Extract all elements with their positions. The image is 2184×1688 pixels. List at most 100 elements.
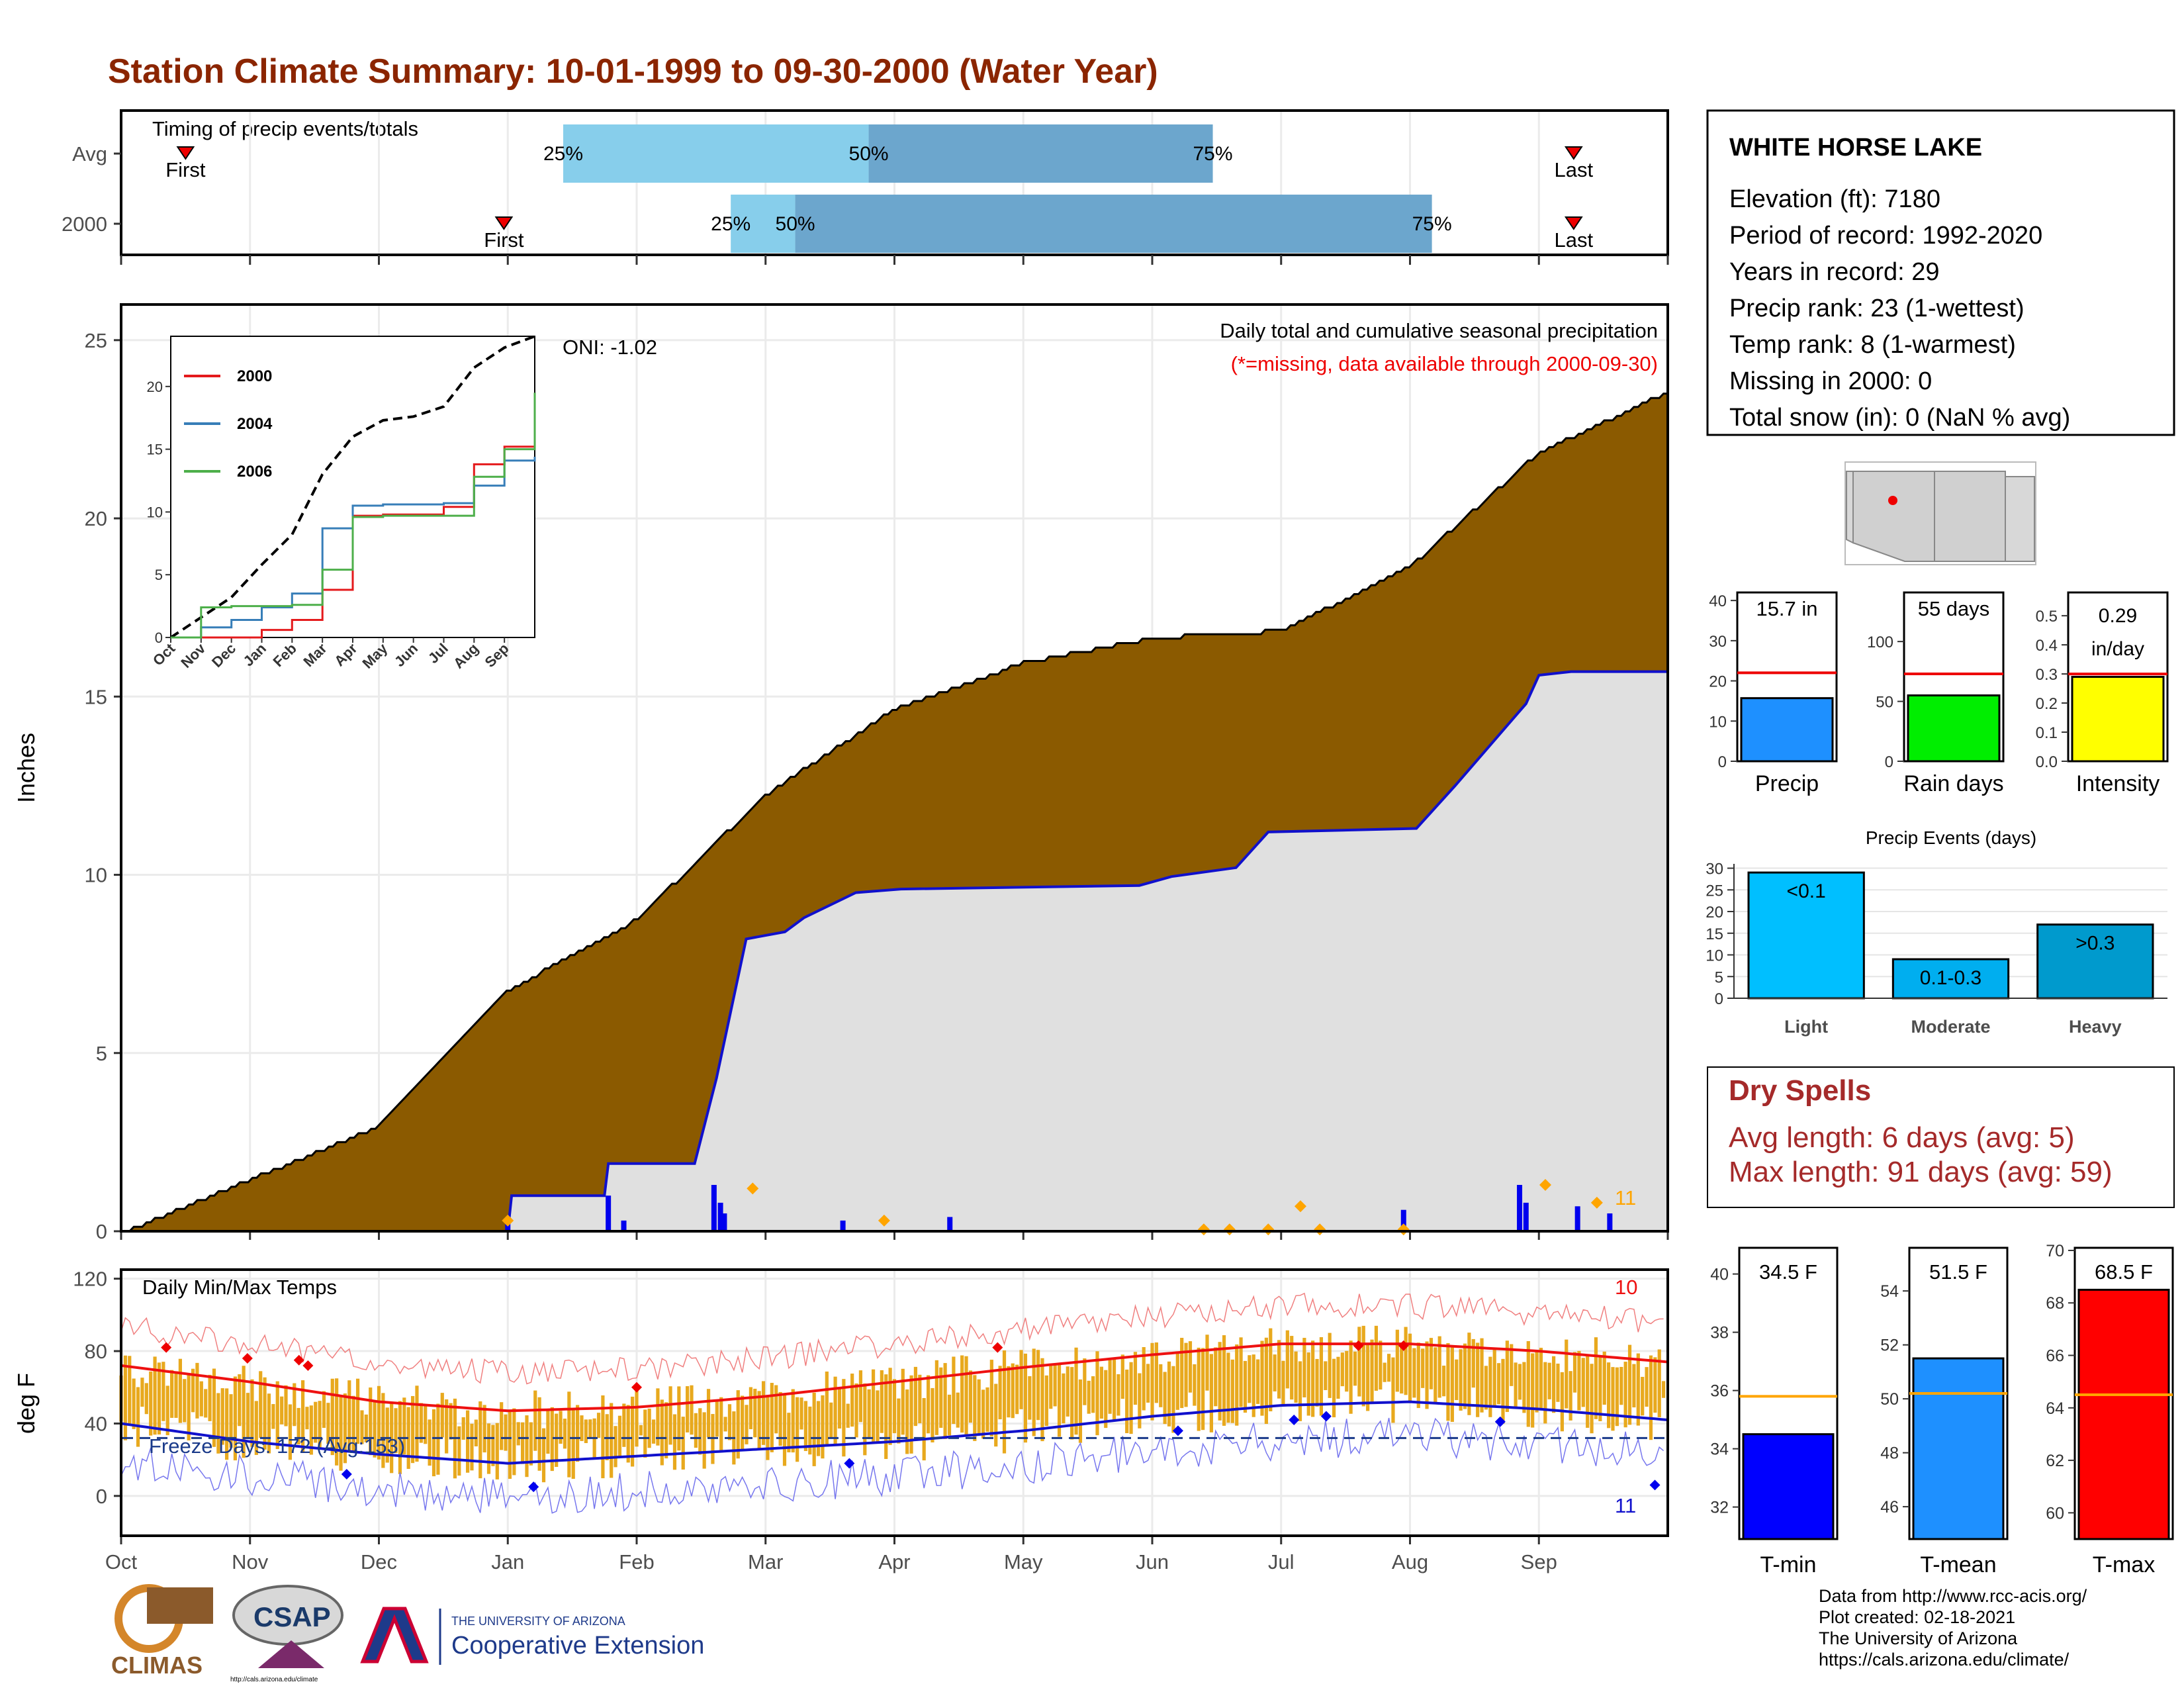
ua-small-text: THE UNIVERSITY OF ARIZONA (451, 1615, 625, 1628)
record-low-marker (1289, 1414, 1300, 1425)
record-high-marker (242, 1353, 253, 1364)
daily-temp-bar (1505, 1340, 1509, 1413)
daily-temp-bar (351, 1395, 355, 1451)
daily-temp-bar (727, 1404, 732, 1440)
temp-summary-bar (2077, 1288, 2170, 1540)
daily-temp-bar (1099, 1366, 1103, 1419)
daily-temp-bar (1294, 1351, 1298, 1403)
daily-temp-bar (1361, 1325, 1365, 1407)
daily-temp-bar (1577, 1350, 1581, 1411)
temp-summary-y-tick-label: 50 (1880, 1390, 1899, 1409)
mini-bar-y-tick-label: 0 (1718, 753, 1727, 771)
daily-temp-bar (195, 1362, 199, 1419)
inset-series-line (171, 393, 536, 639)
daily-temp-bar (901, 1368, 905, 1435)
daily-temp-bar (373, 1401, 377, 1458)
daily-temp-bar (355, 1378, 360, 1444)
daily-temp-bar (1374, 1325, 1379, 1391)
temp-summary-y-tick-label: 36 (1710, 1382, 1729, 1401)
events-y-tick-label: 25 (1706, 882, 1723, 900)
credit-line: Plot created: 02-18-2021 (1819, 1607, 2015, 1627)
daily-temp-bar (770, 1383, 774, 1452)
daily-precip-bar (717, 1202, 723, 1231)
daily-temp-bar (1450, 1346, 1454, 1422)
daily-temp-bar (825, 1371, 829, 1447)
daily-temp-bar (1340, 1352, 1344, 1387)
daily-temp-bar (698, 1408, 702, 1455)
daily-temp-bar (1480, 1338, 1484, 1413)
daily-temp-bar (259, 1371, 263, 1438)
daily-temp-bar (1040, 1358, 1044, 1442)
daily-temp-bar (668, 1386, 672, 1445)
daily-temp-bar (1531, 1353, 1535, 1428)
daily-temp-bar (1425, 1341, 1429, 1409)
daily-temp-bar (686, 1386, 690, 1432)
record-low-marker (1320, 1411, 1332, 1422)
daily-temp-bar (267, 1393, 271, 1454)
daily-precip-bar (1574, 1206, 1580, 1231)
daily-temp-bar (288, 1404, 293, 1460)
station-line: Precip rank: 23 (1-wettest) (1729, 295, 2025, 322)
daily-temp-bar (837, 1387, 842, 1429)
precip-y-tick-label: 5 (96, 1042, 107, 1065)
daily-temp-bar (132, 1378, 136, 1429)
events-bar-label: >0.3 (2075, 933, 2115, 955)
daily-temp-bar (165, 1385, 169, 1436)
location-map (1844, 461, 2036, 565)
daily-temp-bar (1463, 1343, 1467, 1409)
daily-temp-bar (1467, 1333, 1471, 1415)
events-category-label: Light (1784, 1017, 1828, 1037)
daily-temp-bar (1193, 1364, 1197, 1406)
daily-temp-bar (1171, 1366, 1175, 1433)
daily-temp-bar (1590, 1364, 1594, 1434)
daily-temp-bar (1116, 1374, 1120, 1416)
daily-temp-bar (322, 1391, 326, 1429)
daily-precip-bar (1607, 1213, 1613, 1231)
timing-q50-q75-bar (795, 195, 1432, 253)
daily-temp-bar (1256, 1359, 1260, 1404)
daily-temp-bar (897, 1398, 901, 1444)
daily-temp-bar (140, 1378, 144, 1407)
daily-temp-bar (1543, 1362, 1547, 1424)
daily-temp-bar (1569, 1371, 1572, 1421)
daily-temp-bar (1230, 1359, 1234, 1423)
daily-precip-bar (840, 1220, 846, 1231)
daily-temp-bar (1150, 1342, 1154, 1421)
temp-y-tick-label: 120 (73, 1268, 107, 1291)
daily-temp-bar (952, 1356, 956, 1425)
daily-temp-bar (1572, 1352, 1577, 1393)
timing-title: Timing of precip events/totals (152, 117, 418, 140)
daily-temp-bar (1057, 1364, 1062, 1437)
daily-temp-bar (1290, 1336, 1294, 1400)
inset-y-tick-label: 15 (147, 442, 163, 458)
month-label: Feb (619, 1550, 654, 1573)
temp-summary-y-tick-label: 54 (1880, 1282, 1899, 1301)
mini-bar-value (1740, 697, 1834, 763)
mini-bar-y-tick-label: 0.0 (2036, 753, 2058, 771)
daily-temp-bar (424, 1405, 428, 1444)
state-new-mexico (1934, 471, 2006, 562)
dry-spells-avg: Avg length: 6 days (avg: 5) (1729, 1121, 2075, 1154)
mini-bar-value (2071, 676, 2165, 763)
record-low-marker (1172, 1425, 1183, 1436)
daily-temp-bar (1488, 1356, 1492, 1417)
daily-temp-bar (1108, 1358, 1112, 1414)
daily-temp-bar (1235, 1344, 1239, 1426)
daily-temp-bar (1146, 1364, 1150, 1403)
inset-y-tick-label: 0 (155, 630, 163, 646)
daily-temp-bar (1514, 1362, 1518, 1408)
daily-temp-bar (867, 1389, 871, 1440)
daily-temp-bar (719, 1397, 723, 1453)
station-line: Period of record: 1992-2020 (1729, 222, 2042, 250)
daily-temp-bar (449, 1403, 453, 1440)
daily-temp-bar (1366, 1343, 1370, 1411)
mini-bar-y-tick-label: 10 (1709, 713, 1727, 731)
dry-spells-frame (1707, 1066, 2175, 1208)
daily-temp-bar (1023, 1353, 1028, 1443)
daily-temp-bar (918, 1374, 922, 1424)
climas-wordmark: CLIMAS (111, 1652, 203, 1679)
daily-temp-bar (1645, 1367, 1649, 1407)
heavy-precip-marker (502, 1214, 514, 1227)
timing-p50-label: 50% (849, 143, 889, 165)
record-high-marker (1353, 1340, 1364, 1351)
